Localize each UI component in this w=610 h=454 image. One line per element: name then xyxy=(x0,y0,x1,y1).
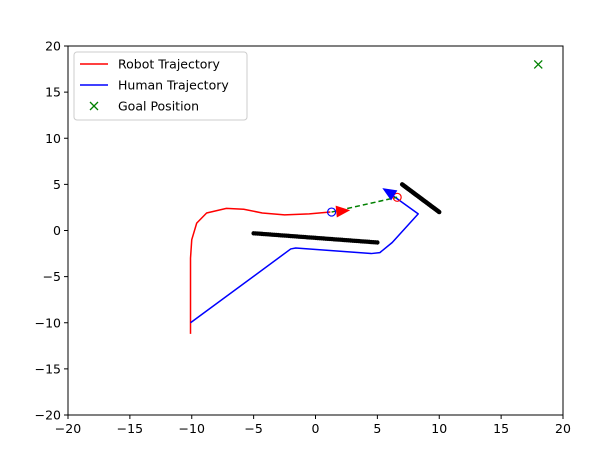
axis-layer: −20 −15 −10 −5 0 5 10 15 20 −20 −15 −10 −5 0 5 10 15 20 xyxy=(35,39,571,437)
y-tick-label: 20 xyxy=(45,39,61,54)
y-tick-label: 0 xyxy=(53,223,61,238)
x-tick-label: −5 xyxy=(244,421,262,436)
data-layer xyxy=(189,59,543,334)
legend-label: Goal Position xyxy=(118,99,199,114)
x-tick-label: 5 xyxy=(373,421,381,436)
legend-label: Robot Trajectory xyxy=(118,57,221,72)
y-tick-label: 15 xyxy=(45,85,61,100)
obstacle-horizontal xyxy=(251,231,380,245)
goal-marker xyxy=(533,59,543,69)
obstacle-diagonal xyxy=(399,182,442,215)
legend: Robot Trajectory Human Trajectory Goal Pos… xyxy=(73,51,248,121)
y-tick-label: 10 xyxy=(45,131,61,146)
robot-position-circle xyxy=(326,207,337,217)
x-tick-label: −10 xyxy=(179,421,205,436)
series-line-0 xyxy=(189,207,331,334)
x-tick-label: −15 xyxy=(117,421,143,436)
series-line-1 xyxy=(190,189,419,324)
human-heading-arrow xyxy=(382,188,398,201)
human-position-circle xyxy=(392,192,402,202)
legend-label: Human Trajectory xyxy=(118,78,229,93)
obstacle-point xyxy=(437,209,442,215)
obstacle-point xyxy=(375,240,380,245)
y-tick-label: −5 xyxy=(43,269,61,284)
robot-heading-arrow xyxy=(335,205,351,218)
legend-swatch xyxy=(89,101,99,111)
x-tick-label: 10 xyxy=(431,421,447,436)
y-tick-label: −20 xyxy=(35,408,61,423)
y-tick-label: 5 xyxy=(53,177,61,192)
legend-box xyxy=(73,51,248,121)
y-tick-label: −15 xyxy=(35,361,61,376)
x-tick-label: 15 xyxy=(493,421,509,436)
y-tick-label: −10 xyxy=(35,315,61,330)
x-tick-label: 0 xyxy=(312,421,320,436)
x-tick-label: −20 xyxy=(55,421,81,436)
x-tick-label: 20 xyxy=(555,421,571,436)
